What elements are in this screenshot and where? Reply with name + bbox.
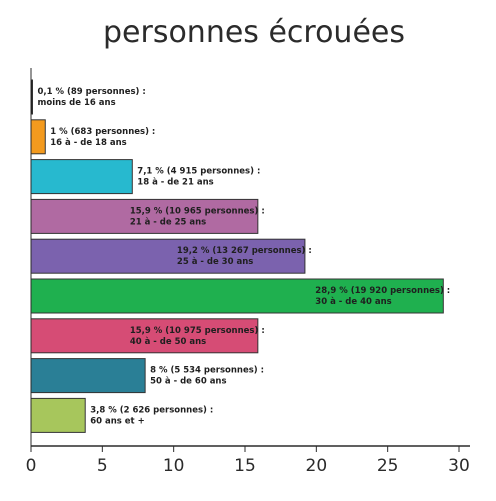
bar-label-pct-5: 28,9 % (19 920 personnes) :	[315, 286, 450, 296]
bar-5	[30, 278, 444, 314]
bars-group	[30, 79, 444, 433]
bar-4	[30, 238, 306, 274]
bar-label-pct-7: 8 % (5 534 personnes) :	[150, 366, 264, 376]
bar-label-pct-1: 1 % (683 personnes) :	[50, 127, 155, 137]
x-tick-label-6: 30	[448, 456, 470, 476]
x-tick-label-3: 15	[234, 456, 256, 476]
bar-label-pct-4: 19,2 % (13 267 personnes) :	[177, 246, 312, 256]
bar-7	[30, 358, 146, 394]
bar-1	[30, 119, 46, 155]
bar-8	[30, 397, 86, 433]
x-tick-label-2: 10	[163, 456, 185, 476]
bar-label-pct-0: 0,1 % (89 personnes) :	[38, 87, 146, 97]
bar-label-age-1: 16 à - de 18 ans	[50, 138, 126, 148]
bar-label-age-0: moins de 16 ans	[38, 98, 116, 108]
bar-label-pct-8: 3,8 % (2 626 personnes) :	[90, 405, 213, 415]
bar-2	[30, 159, 133, 195]
bar-label-age-5: 30 à - de 40 ans	[315, 297, 391, 307]
bar-3	[30, 198, 259, 234]
bar-label-pct-3: 15,9 % (10 965 personnes) :	[130, 206, 265, 216]
bar-label-pct-6: 15,9 % (10 975 personnes) :	[130, 326, 265, 336]
x-ticks-group: 0 5 10 15 20 25 30	[26, 446, 470, 476]
bar-label-age-7: 50 à - de 60 ans	[150, 377, 226, 387]
bar-6	[30, 318, 259, 354]
chart-title: personnes écrouées	[103, 15, 405, 50]
bar-label-age-2: 18 à - de 21 ans	[137, 178, 213, 188]
labels-group: 0,1 % (89 personnes) :moins de 16 ans 1 %…	[38, 87, 451, 426]
x-tick-label-4: 20	[306, 456, 328, 476]
bar-label-age-3: 21 à - de 25 ans	[130, 217, 206, 227]
bar-label-age-4: 25 à - de 30 ans	[177, 257, 253, 267]
x-tick-label-5: 25	[377, 456, 399, 476]
bar-label-pct-2: 7,1 % (4 915 personnes) :	[137, 167, 260, 177]
x-tick-label-1: 5	[97, 456, 108, 476]
bar-label-age-6: 40 à - de 50 ans	[130, 337, 206, 347]
bar-label-age-8: 60 ans et +	[90, 416, 145, 426]
x-tick-label-0: 0	[26, 456, 37, 476]
